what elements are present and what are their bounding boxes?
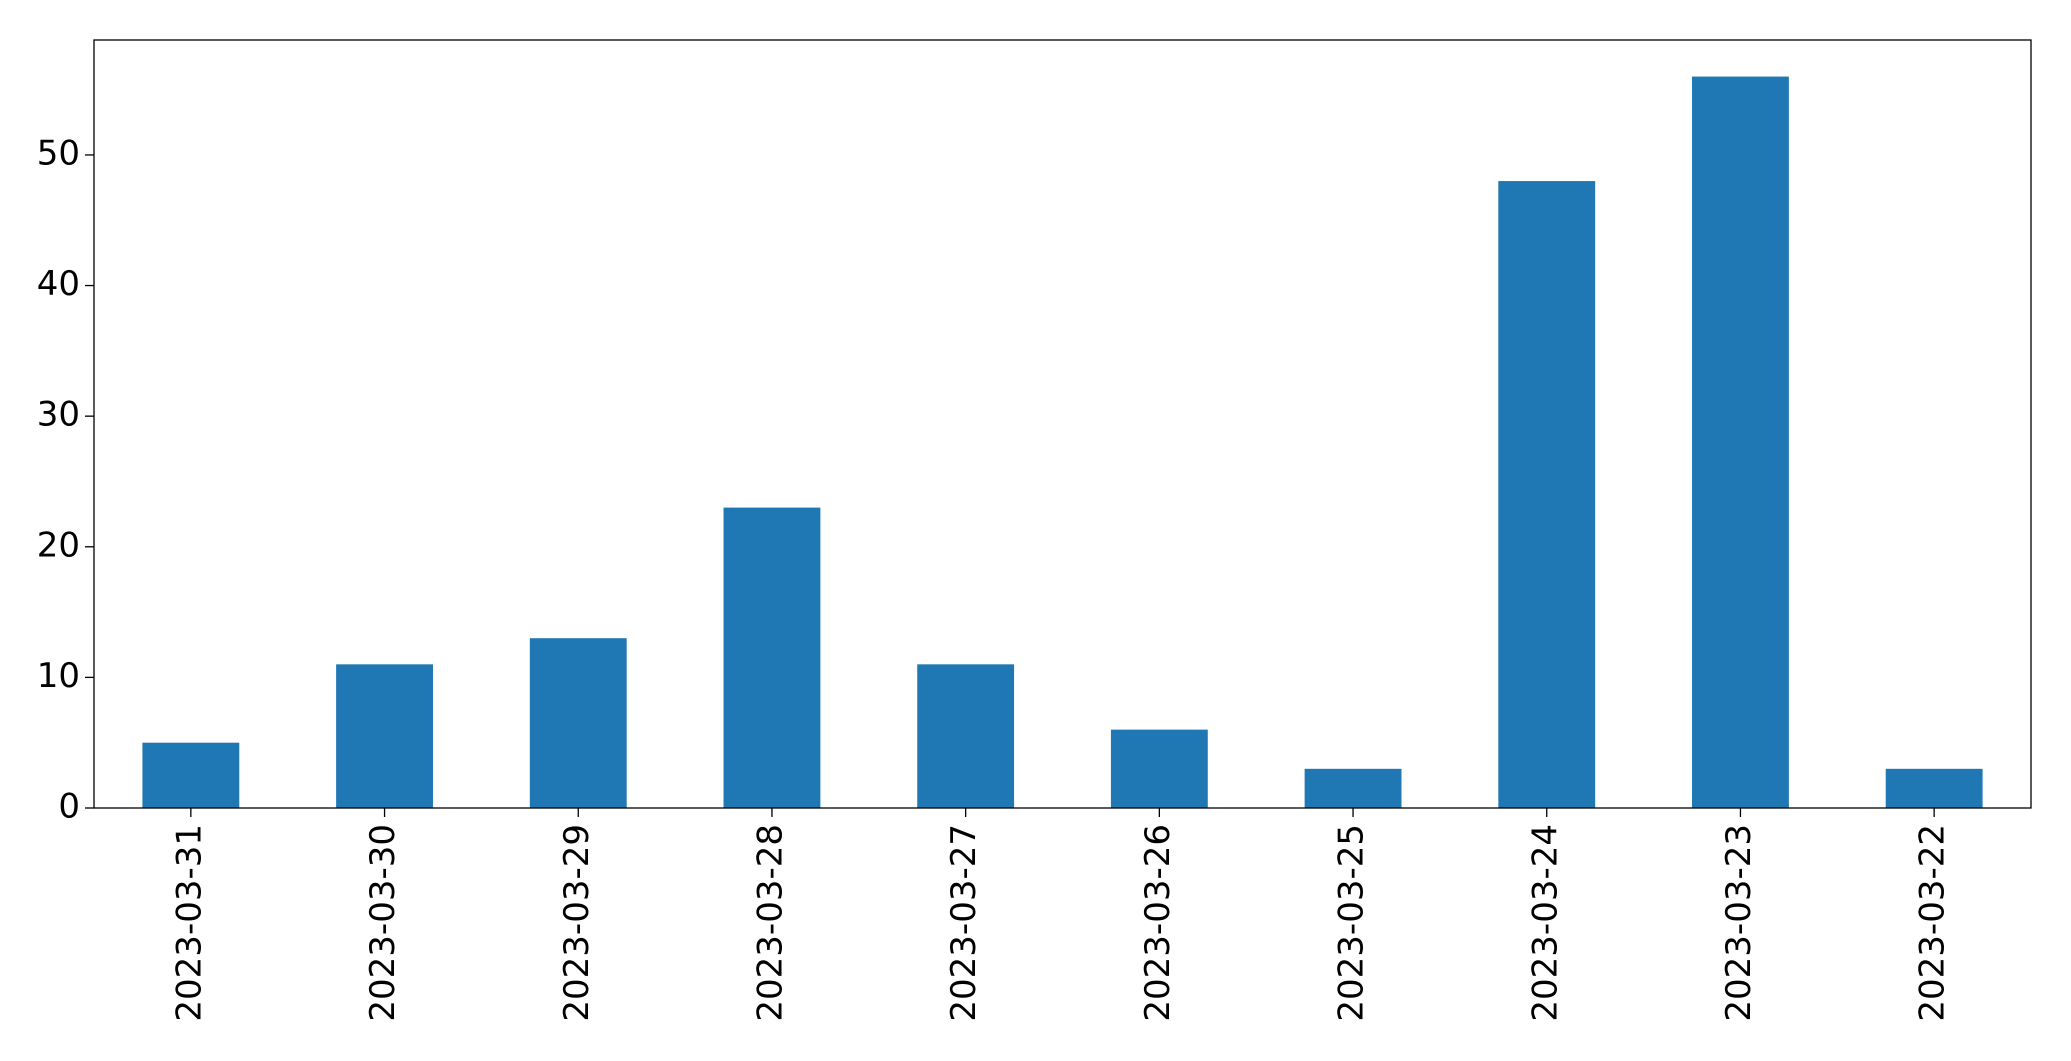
y-tick-label: 50 — [37, 133, 80, 173]
bar — [336, 664, 433, 808]
x-tick-label: 2023-03-22 — [1913, 824, 1953, 1022]
bar — [723, 507, 821, 808]
bar — [529, 638, 627, 808]
x-tick-label: 2023-03-24 — [1525, 824, 1565, 1022]
y-tick-label: 30 — [37, 395, 80, 435]
bar — [917, 664, 1015, 808]
y-tick-label: 20 — [37, 525, 80, 565]
bar — [1110, 729, 1208, 808]
bar — [1692, 76, 1789, 809]
axes-frame — [93, 39, 2032, 809]
x-tick-label: 2023-03-23 — [1719, 824, 1759, 1022]
x-tick-label: 2023-03-27 — [944, 824, 984, 1022]
bar — [142, 742, 240, 808]
bar — [1304, 768, 1402, 808]
x-tick-label: 2023-03-25 — [1332, 824, 1372, 1022]
y-tick-label: 10 — [37, 656, 80, 696]
x-tick-label: 2023-03-26 — [1138, 824, 1178, 1022]
x-tick-label: 2023-03-29 — [557, 824, 597, 1022]
bar — [1885, 768, 1983, 808]
y-tick-label: 40 — [37, 264, 80, 304]
x-tick-label: 2023-03-28 — [750, 824, 790, 1022]
y-tick-label: 0 — [58, 787, 80, 827]
x-tick-label: 2023-03-31 — [169, 824, 209, 1022]
x-tick-label: 2023-03-30 — [363, 824, 403, 1022]
bar — [1498, 181, 1596, 808]
